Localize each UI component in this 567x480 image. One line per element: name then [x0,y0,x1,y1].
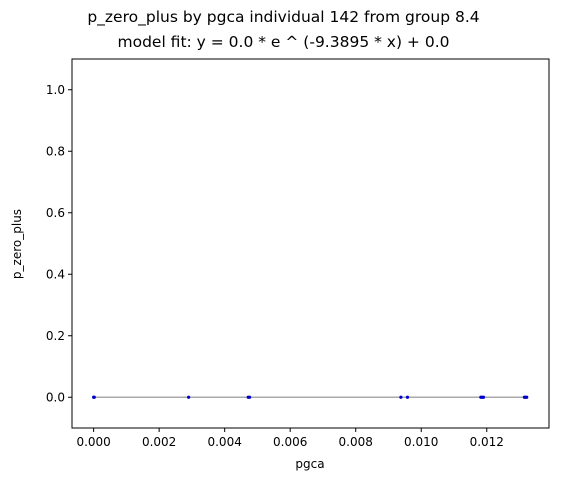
x-axis-label: pgca [295,457,324,471]
data-point [399,395,403,399]
x-tick-label: 0.000 [76,435,110,449]
axes-frame [71,58,550,429]
y-tick-label: 0.4 [46,267,65,281]
chart-title: p_zero_plus by pgca individual 142 from … [87,8,480,26]
y-axis-label: p_zero_plus [10,209,24,279]
data-point [481,395,486,399]
y-tick-label: 0.0 [46,390,65,404]
x-tick-label: 0.012 [470,435,504,449]
data-point [405,395,410,399]
data-point [92,395,96,399]
x-tick-label: 0.006 [273,435,307,449]
x-tick-label: 0.010 [404,435,438,449]
y-tick-label: 0.2 [46,329,65,343]
x-tick-label: 0.002 [142,435,176,449]
x-tick-label: 0.008 [339,435,373,449]
plot-area: 0.000 0.002 0.004 0.006 0.008 0.010 0.012 0.0 0.… [46,58,550,449]
data-point [247,395,252,399]
y-tick-label: 0.8 [46,144,65,158]
y-tick-label: 0.6 [46,206,65,220]
y-tick-label: 1.0 [46,83,65,97]
chart-subtitle: model fit: y = 0.0 * e ^ (-9.3895 * x) +… [117,33,450,51]
data-point [525,395,529,399]
x-tick-label: 0.004 [207,435,241,449]
data-point [187,395,191,399]
